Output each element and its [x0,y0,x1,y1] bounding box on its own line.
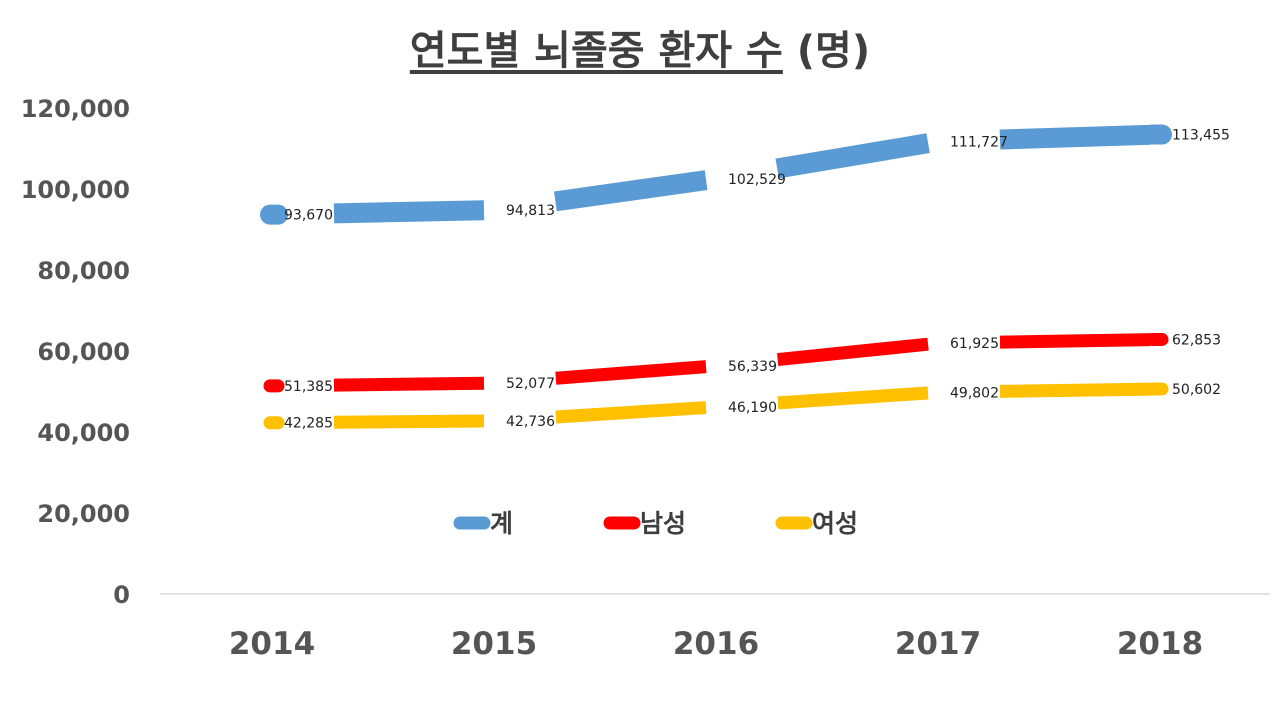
data-label: 102,529 [728,172,786,188]
x-tick-label: 2017 [895,626,981,662]
chart-title-main: 연도별 뇌졸중 환자 수 [409,28,783,74]
data-label: 61,925 [950,336,999,352]
data-label: 51,385 [284,379,333,395]
data-label: 46,190 [728,400,777,416]
series-segment [333,376,485,392]
x-tick-label: 2014 [229,626,315,662]
series-segment [333,414,485,429]
y-tick-label: 0 [113,581,130,609]
legend: 계 남성 여성 [453,509,858,538]
series-lines [260,124,1172,430]
data-label: 93,670 [284,208,333,224]
data-label: 94,813 [506,203,555,219]
series-segment [555,360,707,385]
data-label: 113,455 [1172,128,1230,144]
y-tick-label: 20,000 [37,500,130,528]
data-label: 111,727 [950,135,1008,151]
series-segment [999,382,1151,398]
series-segment [555,401,707,424]
series-segment [999,124,1151,150]
x-tick-label: 2018 [1117,626,1203,662]
data-label: 42,285 [284,416,333,432]
data-label: 62,853 [1172,332,1221,348]
y-tick-label: 60,000 [37,338,130,366]
data-labels: 93,670 94,813 102,529 111,727 113,455 51,385 5… [284,128,1230,432]
series-segment [554,170,708,212]
legend-label: 남성 [640,509,686,538]
data-label: 50,602 [1172,382,1221,398]
y-tick-label: 120,000 [21,95,130,123]
y-axis: 0 20,000 40,000 60,000 80,000 100,000 120,000 [21,95,1270,609]
chart-title: 연도별 뇌졸중 환자 수 (명) [0,18,1280,76]
y-tick-label: 100,000 [21,176,130,204]
series-segment [777,337,929,367]
data-label: 49,802 [950,385,999,401]
series-1 [260,124,1172,225]
x-tick-label: 2016 [673,626,759,662]
series-2 [263,332,1169,393]
x-tick-label: 2015 [451,626,537,662]
y-tick-label: 40,000 [37,419,130,447]
series-segment [333,200,485,224]
series-3 [263,382,1169,430]
y-tick-label: 80,000 [37,257,130,285]
data-label: 42,736 [506,414,555,430]
series-segment [777,386,929,410]
series-segment [999,333,1151,349]
x-axis: 2014 2015 2016 2017 2018 [229,626,1203,662]
chart-title-unit: (명) [796,28,871,74]
legend-label: 여성 [812,509,858,538]
legend-label: 계 [490,509,513,538]
data-label: 52,077 [506,376,555,392]
series-segment [775,133,930,179]
data-label: 56,339 [728,359,777,375]
